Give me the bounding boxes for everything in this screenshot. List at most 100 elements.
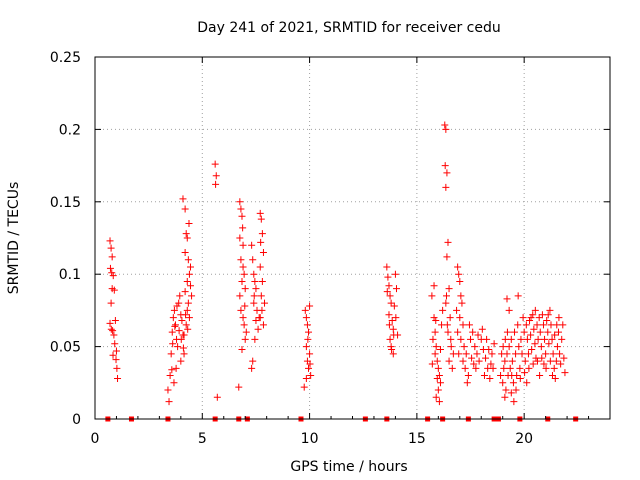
data-point — [431, 350, 439, 358]
data-point — [516, 364, 524, 372]
data-point — [533, 321, 541, 329]
data-point — [447, 335, 455, 343]
data-point — [557, 360, 565, 368]
data-point — [256, 209, 264, 217]
data-point — [505, 343, 513, 351]
data-point — [432, 393, 440, 401]
data-point — [455, 270, 463, 278]
data-point — [107, 299, 115, 307]
data-point — [184, 256, 192, 264]
data-point — [527, 331, 535, 339]
data-point — [110, 286, 118, 294]
data-point — [521, 369, 529, 377]
data-point — [536, 372, 544, 380]
data-point — [473, 350, 481, 358]
data-point — [305, 328, 313, 336]
data-point — [486, 374, 494, 382]
data-point — [180, 331, 188, 339]
data-point — [181, 288, 189, 296]
data-point — [184, 325, 192, 333]
data-point — [514, 292, 522, 300]
data-point — [543, 317, 551, 325]
data-point — [431, 328, 439, 336]
x-tick-label: 5 — [198, 431, 207, 447]
data-point — [182, 230, 190, 238]
data-point — [241, 302, 249, 310]
data-point — [182, 311, 190, 319]
y-tick-label: 0.1 — [59, 267, 81, 283]
data-point — [540, 360, 548, 368]
x-tick-label: 0 — [91, 431, 100, 447]
data-point — [256, 314, 264, 322]
data-point — [467, 335, 475, 343]
data-point — [307, 372, 315, 380]
data-point — [167, 350, 175, 358]
data-point — [465, 321, 473, 329]
data-point — [503, 295, 511, 303]
data-point — [542, 364, 550, 372]
data-point — [523, 379, 531, 387]
data-point — [537, 343, 545, 351]
data-point — [500, 364, 508, 372]
data-point — [442, 299, 450, 307]
data-point — [241, 335, 249, 343]
data-point — [561, 369, 569, 377]
data-point — [212, 180, 220, 188]
data-point — [464, 372, 472, 380]
data-point — [501, 335, 509, 343]
data-point — [468, 354, 476, 362]
data-point — [384, 273, 392, 281]
data-point — [114, 374, 122, 382]
data-point — [108, 269, 116, 277]
data-point — [442, 292, 450, 300]
data-point — [508, 372, 516, 380]
data-point — [544, 328, 552, 336]
data-point — [239, 224, 247, 232]
data-point — [181, 205, 189, 213]
data-point — [259, 248, 267, 256]
data-point — [457, 335, 465, 343]
data-point — [306, 350, 314, 358]
data-point — [177, 357, 185, 365]
data-point — [259, 321, 267, 329]
data-point — [186, 263, 194, 271]
data-points — [106, 121, 569, 406]
data-point — [553, 321, 561, 329]
data-point — [461, 364, 469, 372]
data-point — [109, 351, 117, 359]
data-point — [516, 374, 524, 382]
data-point — [445, 285, 453, 293]
data-point — [447, 343, 455, 351]
data-point — [458, 299, 466, 307]
data-point — [456, 277, 464, 285]
data-point — [535, 314, 543, 322]
data-point — [519, 314, 527, 322]
data-point — [181, 248, 189, 256]
data-point — [250, 270, 258, 278]
data-point — [556, 350, 564, 358]
data-point — [111, 340, 119, 348]
data-point — [538, 354, 546, 362]
data-point — [236, 234, 244, 242]
data-point — [430, 314, 438, 322]
data-point — [517, 335, 525, 343]
data-point — [520, 328, 528, 336]
data-point — [432, 343, 440, 351]
data-point — [483, 335, 491, 343]
data-point — [164, 386, 172, 394]
data-point — [475, 357, 483, 365]
data-point — [459, 321, 467, 329]
data-point — [560, 354, 568, 362]
data-point — [531, 340, 539, 348]
data-point — [390, 302, 398, 310]
data-point — [548, 335, 556, 343]
data-point — [170, 379, 178, 387]
data-point — [485, 345, 493, 353]
data-point — [454, 328, 462, 336]
data-point — [388, 345, 396, 353]
data-point — [469, 328, 477, 336]
data-point — [552, 357, 560, 365]
data-point — [559, 321, 567, 329]
data-point — [545, 340, 553, 348]
